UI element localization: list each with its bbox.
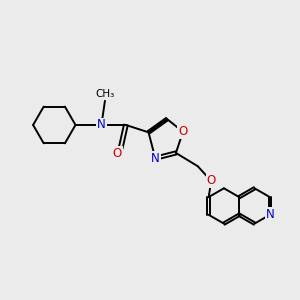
Text: N: N [151, 152, 160, 165]
Text: N: N [97, 118, 106, 131]
Text: O: O [178, 125, 188, 138]
Text: O: O [112, 147, 122, 160]
Text: CH₃: CH₃ [95, 89, 115, 99]
Text: N: N [266, 208, 274, 221]
Text: O: O [207, 174, 216, 188]
